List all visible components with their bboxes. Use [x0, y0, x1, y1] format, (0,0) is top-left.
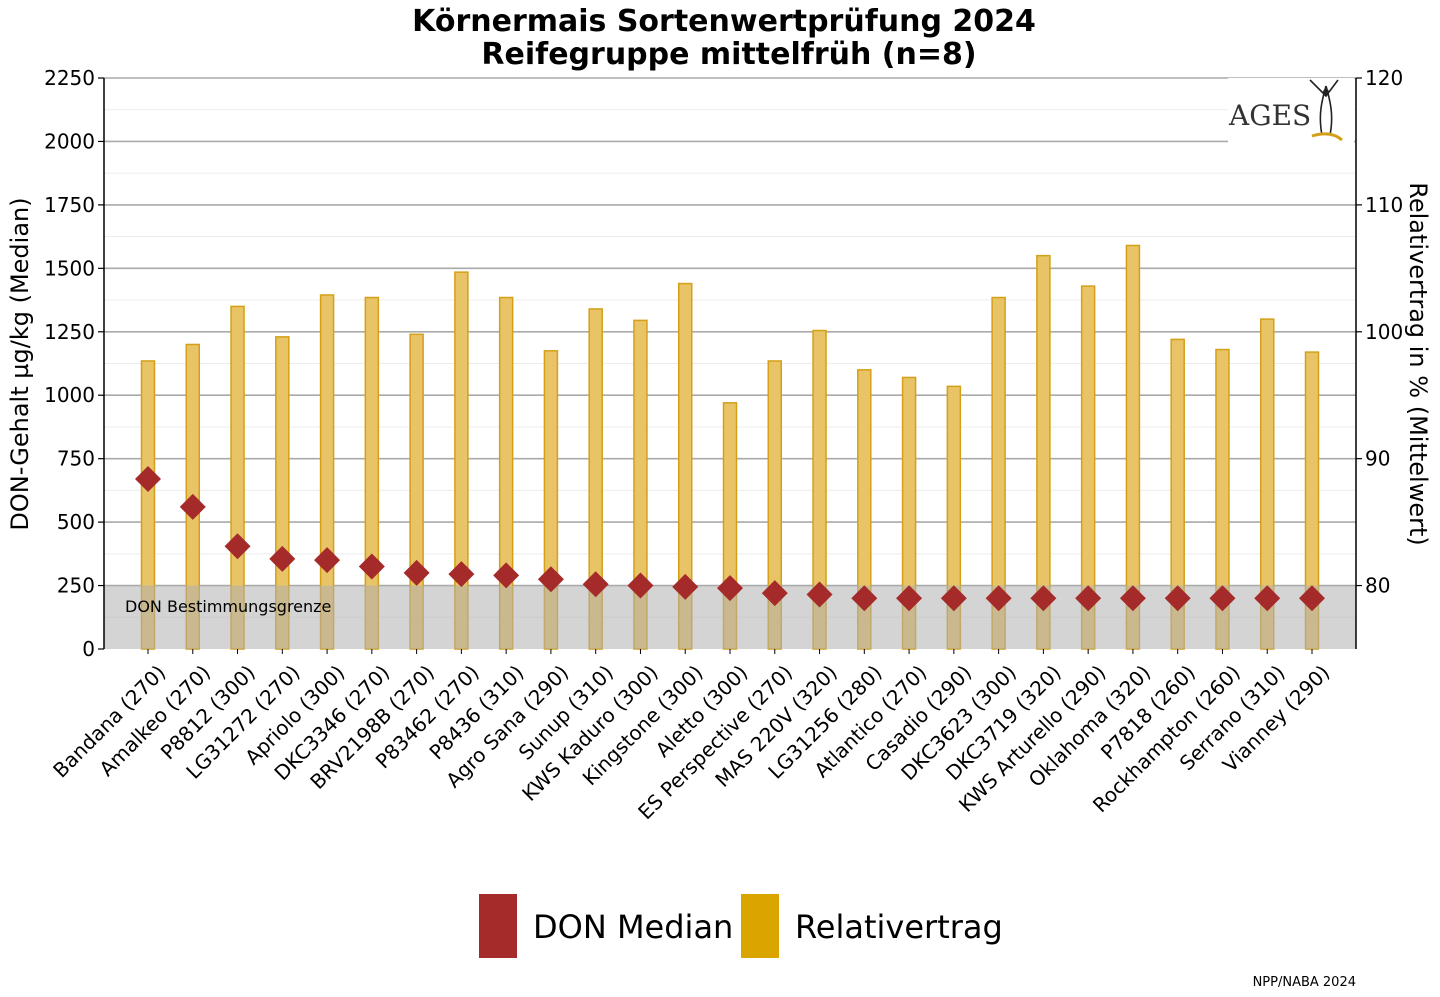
y-tick-left-label: 1500 — [44, 256, 95, 280]
point-don-median — [672, 573, 699, 600]
gridlines — [104, 77, 1356, 618]
point-don-median — [1030, 585, 1057, 612]
x-axis-category-labels: Bandana (270)Amalkeo (270)P8812 (300)LG3… — [48, 649, 1334, 824]
point-don-median — [761, 580, 788, 607]
point-don-median — [806, 581, 833, 608]
y-tick-left-label: 500 — [57, 510, 95, 534]
y-tick-right-label: 90 — [1365, 447, 1390, 471]
point-don-median — [403, 559, 430, 586]
y-tick-left-label: 750 — [57, 447, 95, 471]
credit-text: NPP/NABA 2024 — [1253, 975, 1356, 990]
ages-logo-text: AGES — [1228, 99, 1311, 132]
y-tick-right-label: 80 — [1365, 574, 1390, 598]
y-axis-right-label: Relativertrag in % (Mittelwert) — [1404, 182, 1432, 545]
legend: DON Median Relativertrag — [479, 894, 1003, 958]
y-tick-right-label: 120 — [1365, 66, 1403, 90]
point-don-median — [448, 561, 475, 588]
point-don-median — [1209, 585, 1236, 612]
point-don-median — [269, 545, 296, 572]
y-tick-right-label: 110 — [1365, 193, 1403, 217]
chart-title: Körnermais Sortenwertprüfung 2024 — [412, 4, 1036, 39]
y-tick-left-label: 2250 — [44, 66, 95, 90]
point-don-median — [135, 465, 161, 492]
point-don-median — [537, 566, 564, 593]
point-don-median — [851, 585, 878, 612]
y-tick-left-label: 2000 — [44, 129, 95, 153]
y-axis-left-ticks: 0 250 500 750 1000 1250 1500 1750 2000 2250 — [44, 66, 104, 661]
ages-logo-head-icon — [1323, 89, 1329, 95]
point-don-median — [940, 585, 967, 612]
point-don-median — [1075, 585, 1102, 612]
point-don-median — [1164, 585, 1191, 612]
point-don-median — [582, 571, 609, 598]
y-axis-left-label: DON-Gehalt µg/kg (Median) — [6, 197, 34, 530]
point-don-median — [896, 585, 923, 612]
chart-subtitle: Reifegruppe mittelfrüh (n=8) — [481, 37, 976, 72]
y-tick-left-label: 1750 — [44, 193, 95, 217]
bars-relativertrag — [140, 244, 1320, 650]
legend-swatch-don-median — [479, 894, 517, 958]
y-tick-left-label: 1000 — [44, 383, 95, 407]
point-don-median — [179, 493, 206, 520]
detection-limit-label: DON Bestimmungsgrenze — [125, 597, 331, 616]
point-don-median — [493, 562, 520, 589]
y-tick-left-label: 0 — [82, 637, 95, 661]
y-tick-left-label: 250 — [57, 574, 95, 598]
point-don-median — [358, 553, 385, 580]
point-don-median — [314, 547, 341, 574]
y-tick-left-label: 1250 — [44, 320, 95, 344]
legend-swatch-relativertrag — [741, 894, 779, 958]
points-don-median — [135, 465, 1325, 612]
point-don-median — [224, 533, 251, 560]
y-axis-right-ticks: 80 90 100 110 120 — [1356, 66, 1403, 598]
axes — [103, 78, 1357, 649]
ages-logo-swoosh-icon — [1311, 132, 1343, 142]
legend-label-relativertrag: Relativertrag — [795, 908, 1003, 946]
ages-logo: AGES — [1228, 78, 1354, 144]
point-don-median — [717, 575, 743, 602]
y-tick-right-label: 100 — [1365, 320, 1403, 344]
point-don-median — [985, 585, 1012, 612]
point-don-median — [627, 572, 654, 599]
point-don-median — [1299, 585, 1325, 612]
legend-label-don-median: DON Median — [533, 908, 733, 946]
point-don-median — [1119, 585, 1146, 612]
point-don-median — [1254, 585, 1281, 612]
